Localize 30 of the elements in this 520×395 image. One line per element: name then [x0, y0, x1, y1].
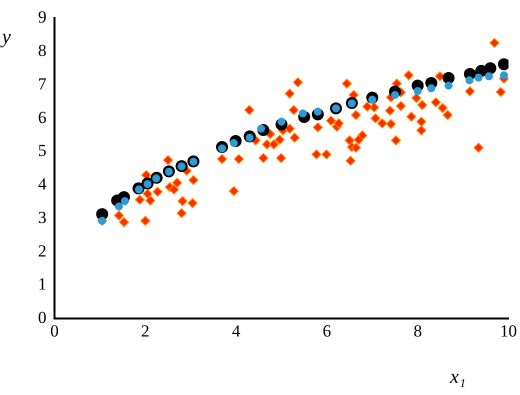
x-tick-label: 4 — [232, 321, 241, 340]
point — [465, 76, 474, 84]
y-tick-label: 3 — [38, 208, 46, 227]
point — [444, 82, 453, 90]
y-tick-label: 9 — [38, 8, 46, 27]
x-tick-label: 10 — [500, 321, 517, 340]
y-tick-label: 5 — [38, 141, 46, 160]
y-tick-label: 8 — [38, 41, 46, 60]
y-tick-label: 1 — [38, 274, 46, 294]
point — [484, 72, 493, 80]
point — [120, 197, 129, 206]
x-tick-label: 6 — [322, 321, 332, 340]
point — [500, 71, 508, 80]
point — [498, 58, 508, 70]
point — [484, 62, 496, 74]
point — [427, 84, 436, 92]
x-tick-label: 0 — [50, 321, 59, 340]
x-axis-title: x₁ — [450, 366, 466, 389]
y-tick-label: 4 — [38, 174, 47, 194]
y-tick-label: 0 — [38, 308, 46, 328]
point — [114, 202, 123, 210]
y-axis-title: y — [2, 26, 11, 49]
y-tick-label: 6 — [38, 108, 46, 127]
y-tick-label: 2 — [38, 241, 46, 260]
point — [474, 74, 483, 82]
point — [442, 72, 455, 84]
x-tick-label: 2 — [141, 321, 150, 340]
x-tick-label: 8 — [413, 321, 422, 340]
point — [414, 86, 422, 95]
y-tick-label: 7 — [38, 74, 47, 94]
